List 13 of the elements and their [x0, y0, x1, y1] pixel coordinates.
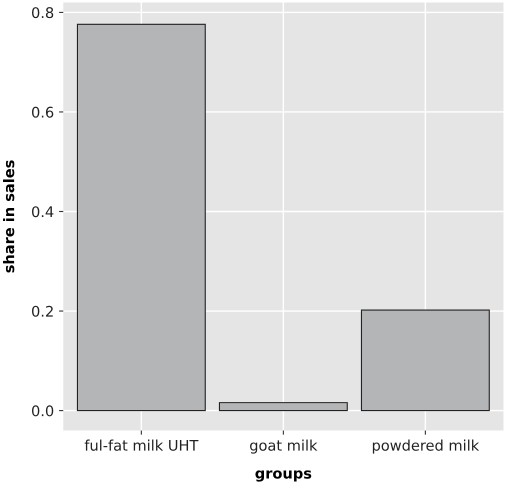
x-axis-title: groups	[255, 470, 312, 482]
bar	[360, 309, 490, 412]
x-tick-label: goat milk	[250, 440, 318, 454]
y-tick-label: 0.8	[32, 7, 54, 18]
y-axis-title: share in sales	[3, 160, 14, 273]
bar	[76, 24, 206, 412]
y-tick-label: 0.4	[32, 206, 54, 218]
x-tick-label: ful-fat milk UHT	[84, 440, 198, 451]
y-tick-label: 0.6	[32, 106, 54, 118]
y-tick-label: 0.2	[32, 306, 53, 317]
y-tick-label: 0.0	[32, 405, 54, 416]
x-tick-label: powdered milk	[372, 440, 480, 454]
bar	[218, 402, 348, 412]
